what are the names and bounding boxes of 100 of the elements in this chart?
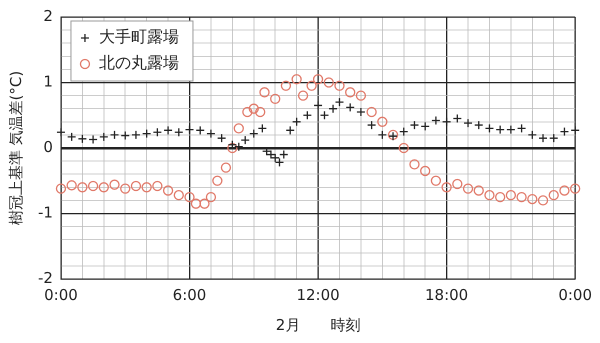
point	[430, 176, 442, 186]
point	[174, 128, 184, 137]
point	[474, 185, 484, 196]
point	[313, 100, 323, 110]
point	[130, 180, 142, 192]
point	[484, 124, 494, 133]
point	[196, 126, 205, 135]
x-tick-label: 6:00	[172, 286, 206, 304]
point	[56, 183, 66, 194]
point	[77, 182, 88, 192]
point	[506, 125, 516, 134]
point	[324, 77, 334, 88]
point	[216, 134, 226, 143]
point	[356, 107, 366, 117]
point	[279, 150, 288, 160]
point	[163, 126, 173, 135]
point	[462, 183, 474, 194]
point	[66, 180, 77, 190]
point	[516, 124, 526, 133]
point	[152, 180, 163, 192]
legend-label: 大手町露場	[98, 27, 179, 46]
point	[298, 90, 308, 101]
x-tick-label: 18:00	[424, 286, 468, 304]
point	[334, 80, 345, 91]
point	[249, 128, 258, 138]
point	[120, 183, 130, 194]
point	[420, 166, 430, 176]
point	[484, 190, 495, 200]
point	[312, 74, 324, 84]
point	[184, 125, 194, 134]
point	[516, 192, 527, 202]
y-tick-label: 1	[43, 72, 53, 90]
point	[538, 134, 548, 143]
y-tick-label: 2	[43, 6, 53, 25]
point	[292, 117, 302, 126]
point	[88, 134, 98, 144]
point	[377, 116, 388, 127]
point	[560, 126, 570, 136]
point	[162, 185, 174, 196]
point	[174, 190, 184, 200]
point	[452, 114, 462, 124]
point	[538, 195, 548, 206]
point	[410, 120, 420, 130]
y-tick-label: -1	[38, 203, 53, 222]
point	[67, 132, 76, 142]
point	[570, 183, 580, 194]
point	[206, 192, 216, 202]
point	[109, 180, 120, 190]
point	[227, 142, 238, 154]
point	[110, 130, 120, 140]
point	[206, 128, 216, 138]
point	[528, 130, 537, 140]
y-tick-label: 0	[43, 138, 53, 156]
point	[302, 110, 312, 120]
point	[190, 198, 202, 209]
point	[409, 159, 420, 170]
point	[99, 132, 108, 142]
point	[240, 135, 250, 145]
point	[131, 130, 141, 140]
y-tick-label: -2	[38, 268, 53, 287]
point	[320, 110, 330, 120]
point	[495, 192, 506, 202]
point	[474, 120, 484, 130]
point	[152, 128, 162, 137]
x-axis-title: 2月 時刻	[276, 316, 360, 334]
x-tick-label: 0:00	[558, 286, 592, 304]
point	[270, 94, 280, 104]
point	[378, 130, 387, 140]
point	[142, 128, 152, 138]
point	[259, 87, 270, 98]
point	[366, 120, 376, 130]
point	[142, 182, 152, 192]
point	[78, 134, 88, 144]
point	[431, 116, 441, 126]
point	[258, 124, 267, 133]
point	[442, 117, 452, 126]
point	[220, 162, 232, 173]
point	[366, 106, 377, 118]
point	[346, 102, 355, 112]
point	[398, 142, 409, 154]
point	[420, 122, 430, 132]
point	[184, 192, 195, 202]
point	[559, 185, 570, 196]
point	[98, 182, 109, 192]
point	[234, 123, 244, 134]
point	[328, 104, 338, 114]
point	[255, 106, 266, 118]
point	[463, 118, 473, 128]
point	[334, 98, 344, 107]
point	[286, 126, 295, 135]
point	[291, 74, 302, 84]
point	[280, 80, 292, 91]
legend-label: 北の丸露場	[98, 53, 179, 72]
point	[549, 134, 558, 143]
point	[212, 176, 223, 186]
point	[199, 198, 210, 209]
point	[527, 194, 538, 204]
point	[356, 90, 366, 101]
point	[242, 106, 253, 118]
point	[452, 178, 462, 190]
